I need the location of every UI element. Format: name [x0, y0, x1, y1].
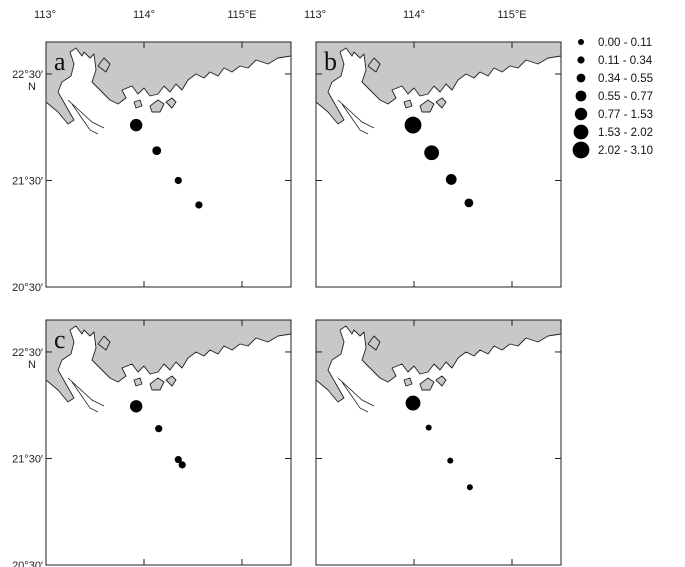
station-marker: [155, 425, 163, 433]
lat-tick-label: 20°30′: [12, 282, 43, 294]
panel-letter: c: [54, 325, 66, 354]
station-marker: [424, 145, 440, 161]
panel-frame: [315, 41, 562, 288]
channel-line: [337, 99, 375, 129]
station-marker: [425, 424, 432, 431]
island-shape: [435, 375, 447, 387]
legend-range-label: 2.02 - 3.10: [598, 145, 653, 157]
station-marker: [404, 116, 422, 134]
lat-tick-label: 22°30′: [12, 69, 43, 81]
station-marker: [129, 400, 143, 413]
legend-range-label: 0.55 - 0.77: [598, 91, 653, 103]
legend-range-label: 0.00 - 0.11: [598, 37, 652, 49]
channel-line: [67, 99, 105, 129]
coastline: [45, 41, 292, 135]
channel-line: [67, 377, 105, 407]
legend-symbol: [577, 56, 585, 64]
channel-line: [337, 377, 375, 407]
panel-frame: [45, 319, 292, 566]
lon-tick-label: 113°: [34, 9, 56, 21]
legend-symbol: [574, 107, 588, 121]
lon-tick-label: 115°E: [227, 9, 256, 21]
legend-symbol: [578, 39, 584, 45]
legend-range-label: 0.11 - 0.34: [598, 55, 653, 67]
lat-tick-label: 22°30′: [12, 347, 43, 359]
coastline: [315, 319, 562, 413]
lat-unit-label: N: [28, 81, 36, 93]
station-marker: [152, 146, 162, 156]
lat-tick-label: 21°30′: [12, 453, 43, 465]
lon-tick-label: 115°E: [497, 9, 526, 21]
channel-line: [71, 381, 99, 413]
station-marker: [405, 395, 421, 411]
legend-symbol: [572, 141, 590, 159]
island-shape: [165, 375, 177, 387]
island-shape: [97, 335, 111, 351]
legend-symbol: [575, 90, 587, 102]
station-marker: [178, 461, 186, 469]
island-shape: [149, 99, 165, 113]
station-marker: [174, 455, 182, 464]
panel-frame: [315, 319, 562, 566]
panel-letter: b: [324, 47, 337, 76]
island-shape: [133, 99, 143, 109]
map-panel-b: b: [315, 41, 562, 288]
island-shape: [165, 97, 177, 109]
island-shape: [367, 57, 381, 73]
island-shape: [435, 97, 447, 109]
coastline: [315, 41, 562, 135]
lon-tick-label: 114°: [133, 9, 155, 21]
lat-tick-label: 20°30′: [12, 560, 43, 567]
island-shape: [149, 377, 165, 391]
legend-symbol: [573, 124, 589, 140]
island-shape: [97, 57, 111, 73]
map-panel-c: c: [45, 319, 292, 566]
island-shape: [133, 377, 143, 387]
map-panel-a: a: [45, 41, 292, 288]
legend-range-label: 0.77 - 1.53: [598, 109, 653, 121]
legend: 0.00 - 0.11 0.11 - 0.34 0.34 - 0.55 0.55 - …: [572, 37, 653, 159]
station-marker: [464, 198, 474, 208]
channel-line: [341, 103, 369, 135]
station-marker: [445, 174, 457, 185]
station-marker: [466, 484, 473, 491]
island-shape: [419, 377, 435, 391]
lon-tick-label: 113°: [304, 9, 326, 21]
lat-unit-label: N: [28, 359, 36, 371]
panel-letter: a: [54, 47, 66, 76]
legend-range-label: 0.34 - 0.55: [598, 73, 653, 85]
channel-line: [71, 103, 99, 135]
coastline: [45, 319, 292, 413]
legend-range-label: 1.53 - 2.02: [598, 127, 653, 139]
island-shape: [403, 377, 413, 387]
island-shape: [419, 99, 435, 113]
station-marker: [195, 201, 203, 209]
station-marker: [129, 118, 143, 132]
lon-tick-label: 114°: [403, 9, 425, 21]
channel-line: [341, 381, 369, 413]
panel-frame: [45, 41, 292, 288]
station-marker: [174, 176, 182, 185]
island-shape: [403, 99, 413, 109]
island-shape: [367, 335, 381, 351]
map-panel-d: [315, 319, 562, 566]
legend-symbol: [576, 73, 586, 83]
station-marker: [447, 457, 454, 464]
lat-tick-label: 21°30′: [12, 175, 43, 187]
